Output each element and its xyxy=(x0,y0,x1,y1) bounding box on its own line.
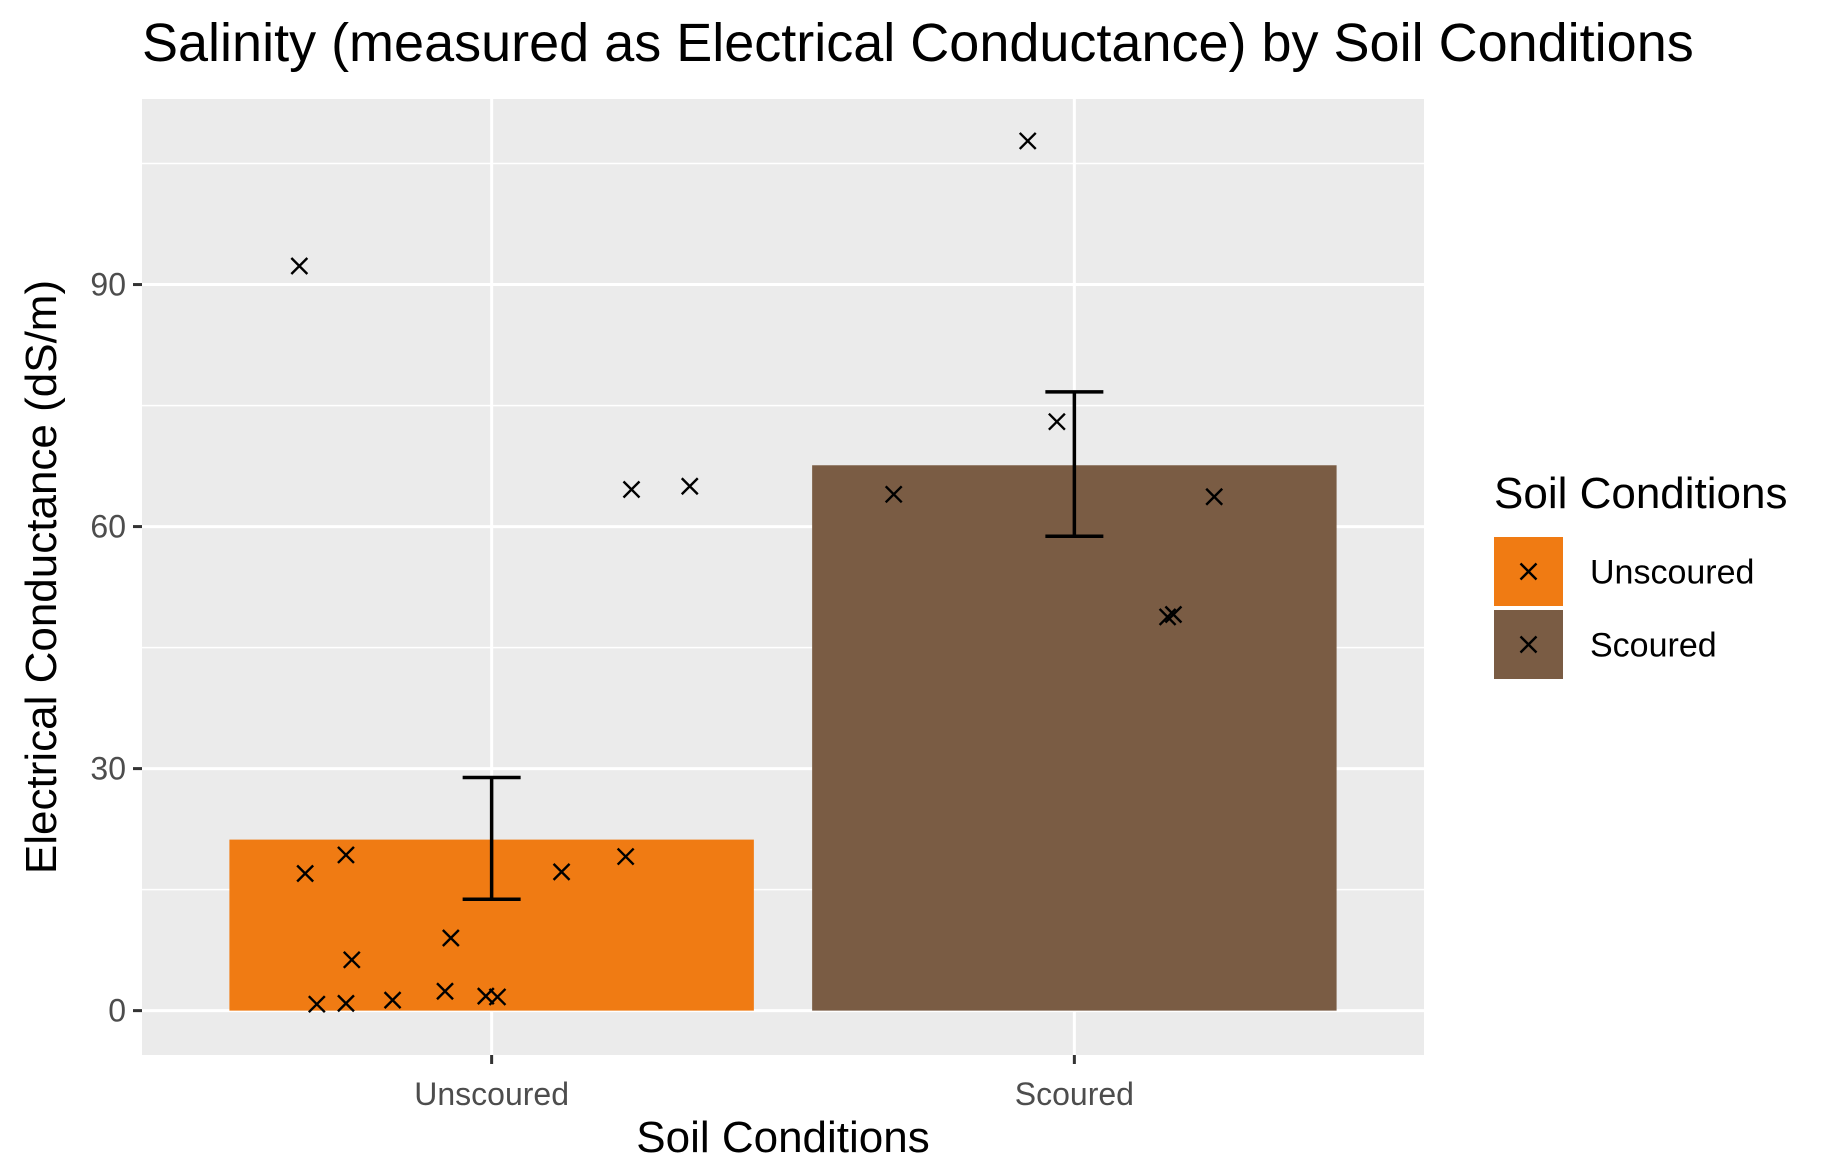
data-point-unscoured xyxy=(436,982,454,1001)
y-tick-label: 60 xyxy=(90,509,126,545)
legend-marker-icon xyxy=(1519,562,1538,581)
data-point-unscoured xyxy=(383,991,402,1009)
y-tick-label: 0 xyxy=(108,993,126,1029)
data-point-unscoured xyxy=(337,994,355,1013)
chart-title: Salinity (measured as Electrical Conduct… xyxy=(142,13,1694,73)
data-point-unscoured xyxy=(337,846,355,864)
data-point-scoured xyxy=(1205,487,1224,506)
legend-marker-icon xyxy=(1519,635,1538,654)
data-point-unscoured xyxy=(616,847,635,866)
data-point-unscoured xyxy=(622,480,641,499)
data-points xyxy=(290,132,1224,1014)
data-point-scoured xyxy=(1048,412,1066,431)
legend-title: Soil Conditions xyxy=(1494,469,1788,518)
data-point-unscoured xyxy=(680,477,699,496)
data-point-unscoured xyxy=(307,995,326,1014)
data-point-scoured xyxy=(884,485,903,504)
data-point-unscoured xyxy=(342,950,361,969)
bar-scoured xyxy=(812,465,1337,1011)
y-tick-label: 90 xyxy=(90,267,126,303)
y-tick-label: 30 xyxy=(90,751,126,787)
bars xyxy=(229,465,1337,1011)
data-point-unscoured xyxy=(552,863,571,881)
legend-label-scoured: Scoured xyxy=(1590,627,1717,665)
y-axis-title: Electrical Conductance (dS/m) xyxy=(17,280,66,874)
data-point-scoured xyxy=(1158,608,1177,626)
x-tick-label: Unscoured xyxy=(414,1076,569,1112)
legend-label-unscoured: Unscoured xyxy=(1590,554,1754,592)
data-point-unscoured xyxy=(441,929,460,947)
x-axis: Unscoured Scoured xyxy=(414,1055,1134,1112)
legend: Soil Conditions Unscoured Scoured xyxy=(1494,469,1788,679)
error-bars xyxy=(462,390,1104,902)
data-point-scoured xyxy=(1018,132,1037,150)
data-point-scoured xyxy=(1164,605,1183,624)
x-axis-title: Soil Conditions xyxy=(636,1113,930,1162)
data-point-unscoured xyxy=(296,864,315,883)
y-axis: 0 30 60 90 xyxy=(90,267,142,1029)
data-point-unscoured xyxy=(488,988,507,1006)
x-tick-label: Scoured xyxy=(1015,1076,1134,1112)
data-point-unscoured xyxy=(290,257,309,275)
